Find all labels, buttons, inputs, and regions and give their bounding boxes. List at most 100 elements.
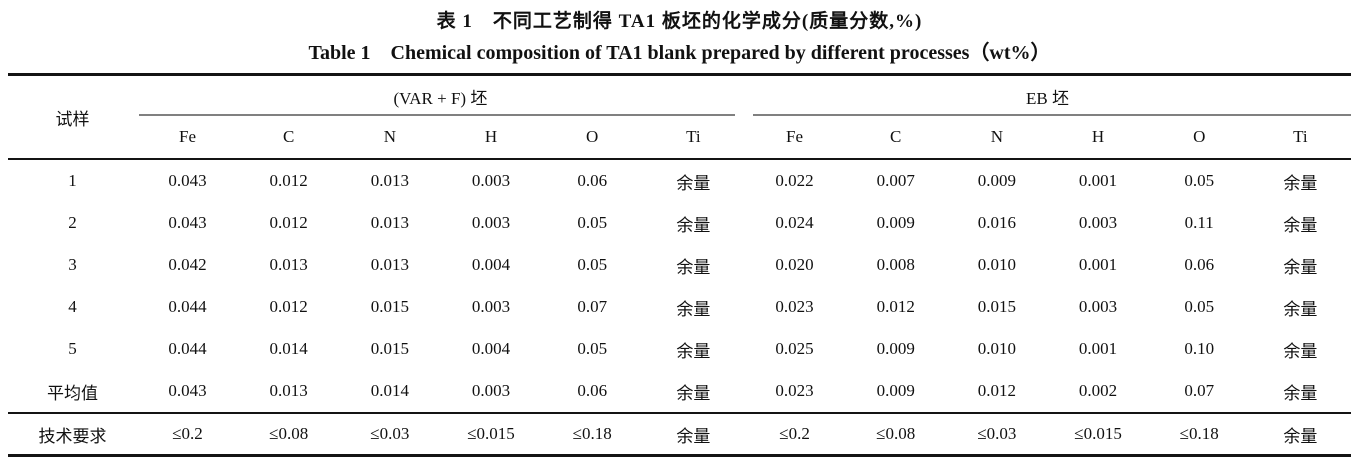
table-row: 3 0.042 0.013 0.013 0.004 0.05 余量 0.020 0.008 0.0… [8,244,1351,286]
column-header-eb-n: N [990,127,1004,146]
cell: 0.001 [1078,339,1118,358]
corner-header-sample: 试样 [55,109,90,129]
cell: 0.11 [1184,213,1214,232]
cell: 0.013 [370,213,409,232]
cell: 0.004 [471,255,511,274]
cell: 0.014 [269,339,308,358]
table-row: 5 0.044 0.014 0.015 0.004 0.05 余量 0.025 0.009 0.0… [8,328,1351,370]
column-header-eb-fe: Fe [786,127,804,146]
cell: ≤0.03 [370,424,410,443]
table-row: 1 0.043 0.012 0.013 0.003 0.06 余量 0.022 0.007 0.0… [8,159,1351,202]
cell: 0.009 [977,171,1016,190]
table-title-zh: 表 1 不同工艺制得 TA1 板坯的化学成分(质量分数,%) [436,11,923,32]
column-header-eb-ti: Ti [1293,127,1308,146]
cell: 0.003 [1078,213,1118,232]
column-header-var-f-fe: Fe [179,127,196,146]
cell: 0.012 [269,297,308,316]
cell: 0.012 [977,381,1016,400]
cell: 0.012 [876,297,915,316]
cell: 0.003 [471,297,511,316]
cell: 0.05 [577,213,608,232]
cell: 0.023 [775,297,814,316]
table-row-requirement: 技术要求 ≤0.2 ≤0.08 ≤0.03 ≤0.015 ≤0.18 余量 ≤0.2 ≤0.08… [8,413,1351,456]
column-header-eb-h: H [1091,127,1105,146]
table-row: 平均值 0.043 0.013 0.014 0.003 0.06 余量 0.023 0.009 0… [8,370,1351,413]
cell: 0.013 [269,255,308,274]
cell: 0.003 [471,213,511,232]
element-header-row: Fe C N H O Ti Fe C N H O Ti [8,116,1351,159]
cell: 0.009 [876,339,915,358]
cell: 余量 [1283,383,1318,403]
cell: 0.012 [269,213,308,232]
row-label: 1 [68,171,77,190]
cell: 0.001 [1078,171,1118,190]
group-header-eb: EB 坯 [744,75,1352,117]
cell: 0.013 [370,171,409,190]
cell: 0.008 [876,255,915,274]
cell: 0.010 [977,339,1016,358]
table-title-en: Table 1 Chemical composition of TA1 blan… [308,42,1051,64]
cell: 0.07 [1184,381,1215,400]
row-label: 平均值 [46,383,98,403]
cell: ≤0.015 [1074,424,1122,443]
cell: ≤0.2 [172,424,203,443]
column-header-var-f-n: N [383,127,396,146]
row-label: 3 [68,255,77,274]
row-label: 技术要求 [38,426,107,446]
cell: ≤0.015 [467,424,515,443]
cell: 0.007 [876,171,915,190]
cell: 0.05 [577,255,608,274]
cell: 0.05 [1184,297,1215,316]
cell: ≤0.2 [779,424,810,443]
cell: 余量 [1283,215,1318,235]
table-row: 2 0.043 0.012 0.013 0.003 0.05 余量 0.024 0.009 0.0… [8,202,1351,244]
cell: 0.002 [1078,381,1118,400]
cell: 余量 [676,173,711,193]
cell: 0.020 [775,255,814,274]
cell: 0.009 [876,213,915,232]
column-header-eb-c: C [890,127,902,146]
group-header-row: 试样 (VAR + F) 坯 EB 坯 [8,75,1352,129]
cell: 0.06 [577,381,608,400]
cell: 0.07 [577,297,608,316]
group-header-var-f: (VAR + F) 坯 [137,75,744,117]
table-header: 试样 (VAR + F) 坯 EB 坯 Fe C N H O Ti Fe C N… [8,75,1352,159]
cell: ≤0.18 [572,424,612,443]
cell: 0.043 [168,213,207,232]
cell: ≤0.03 [977,424,1017,443]
cell: 0.003 [1078,297,1118,316]
cell: ≤0.08 [876,424,916,443]
composition-table: 试样 (VAR + F) 坯 EB 坯 Fe C N H O Ti Fe C N… [8,73,1352,457]
cell: 0.042 [168,255,207,274]
column-header-var-f-o: O [586,127,599,146]
table-caption: 表 1 不同工艺制得 TA1 板坯的化学成分(质量分数,%) Table 1 C… [0,0,1359,69]
cell: 0.043 [168,381,207,400]
cell: 0.025 [775,339,814,358]
cell: 余量 [676,426,711,446]
row-label: 2 [68,213,77,232]
cell: 0.10 [1184,339,1215,358]
row-label: 5 [68,339,77,358]
cell: 0.009 [876,381,915,400]
cell: 0.024 [775,213,814,232]
cell: 余量 [676,383,711,403]
row-label: 4 [68,297,77,316]
cell: 余量 [1283,257,1318,277]
column-header-var-f-h: H [484,127,498,146]
table-body: 1 0.043 0.012 0.013 0.003 0.06 余量 0.022 0.007 0.0… [8,159,1351,456]
cell: 0.016 [977,213,1016,232]
cell: 余量 [1283,341,1318,361]
cell: 0.05 [1184,171,1215,190]
cell: 0.013 [269,381,308,400]
cell: ≤0.18 [1179,424,1219,443]
cell: 0.015 [370,297,409,316]
cell: 余量 [676,299,711,319]
cell: 0.022 [775,171,814,190]
cell: 余量 [1283,173,1318,193]
column-header-var-f-ti: Ti [686,127,701,146]
column-header-var-f-c: C [283,127,295,146]
cell: 余量 [676,215,711,235]
cell: 0.044 [168,339,207,358]
cell: 0.043 [168,171,207,190]
